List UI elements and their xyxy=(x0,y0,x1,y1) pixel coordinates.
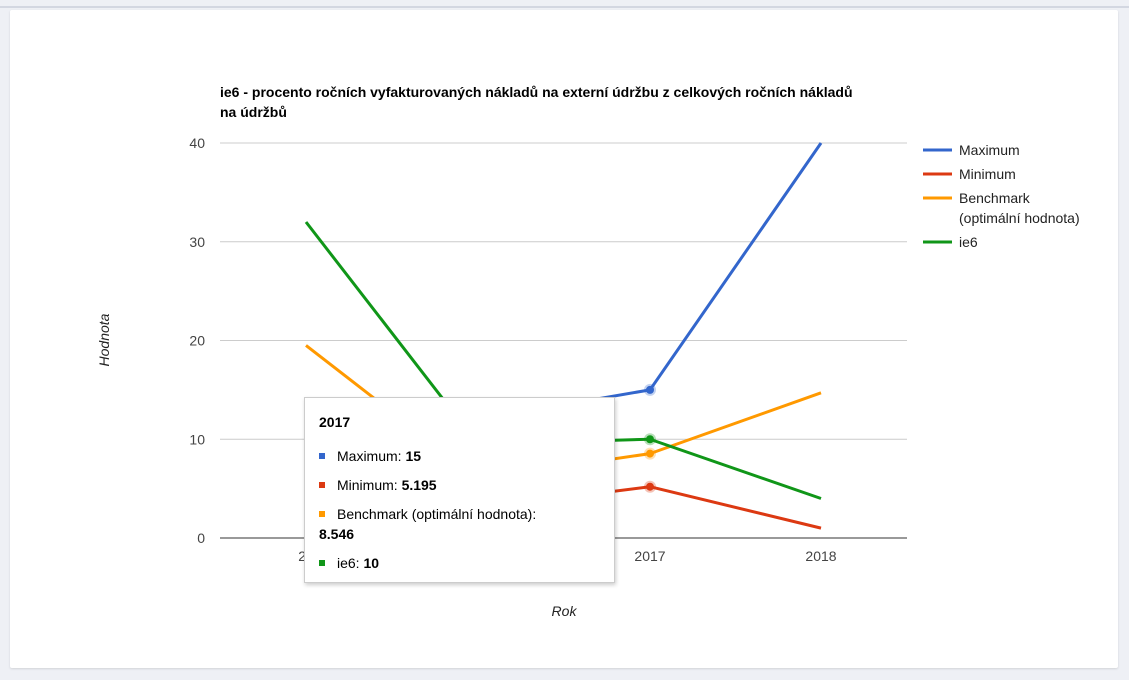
legend-label[interactable]: Benchmark xyxy=(959,190,1031,206)
tooltip-row-benchmark: Benchmark (optimální hodnota): xyxy=(319,506,536,522)
tooltip-row-maximum: Maximum: 15 xyxy=(319,448,421,464)
legend[interactable]: Maximum Minimum Benchmark (optimální hodnot… xyxy=(923,142,1080,250)
y-tick-label: 30 xyxy=(189,234,205,250)
legend-label[interactable]: Maximum xyxy=(959,142,1020,158)
top-border xyxy=(0,6,1129,8)
y-tick-label: 10 xyxy=(189,431,205,447)
hover-point[interactable] xyxy=(646,482,654,491)
y-tick-label: 0 xyxy=(197,530,205,546)
tooltip-value: 10 xyxy=(363,555,380,571)
series-line-maximum[interactable] xyxy=(477,142,823,421)
chart-tooltip: 2017 Maximum: 15 Minimum: 5.195 Benchmar… xyxy=(304,397,615,583)
tooltip-label: Maximum: xyxy=(337,448,406,464)
y-axis-ticks: 0 10 20 30 40 xyxy=(189,135,205,546)
y-axis-label: Hodnota xyxy=(96,313,112,366)
x-tick-label: 2018 xyxy=(805,548,836,564)
tooltip-value-benchmark: 8.546 xyxy=(319,526,355,542)
hover-points xyxy=(644,383,656,493)
hover-point[interactable] xyxy=(646,385,654,394)
tooltip-label: ie6: xyxy=(337,555,364,571)
series-color-swatch xyxy=(319,453,325,460)
x-tick-label: 2017 xyxy=(634,548,665,564)
tooltip-title: 2017 xyxy=(319,414,351,430)
tooltip-row-minimum: Minimum: 5.195 xyxy=(319,477,437,493)
legend-label[interactable]: ie6 xyxy=(959,234,978,250)
y-tick-label: 20 xyxy=(189,333,205,349)
hover-point[interactable] xyxy=(646,449,654,458)
chart-title-line-2: na údržbů xyxy=(220,104,287,120)
tooltip-label: Minimum: xyxy=(337,477,402,493)
x-axis-label: Rok xyxy=(552,603,578,619)
tooltip-value: 15 xyxy=(405,448,422,464)
series-color-swatch xyxy=(319,482,325,489)
legend-label[interactable]: Minimum xyxy=(959,166,1016,182)
chart-title-line-1: ie6 - procento ročních vyfakturovaných n… xyxy=(220,84,853,100)
y-tick-label: 40 xyxy=(189,135,205,151)
tooltip-value: 5.195 xyxy=(401,477,437,493)
tooltip-row-ie6: ie6: 10 xyxy=(319,555,379,571)
series-color-swatch xyxy=(319,560,325,567)
tooltip-label: Benchmark (optimální hodnota): xyxy=(337,506,537,522)
series-color-swatch xyxy=(319,511,325,518)
legend-label-line-2[interactable]: (optimální hodnota) xyxy=(959,210,1080,226)
hover-point[interactable] xyxy=(646,435,654,444)
